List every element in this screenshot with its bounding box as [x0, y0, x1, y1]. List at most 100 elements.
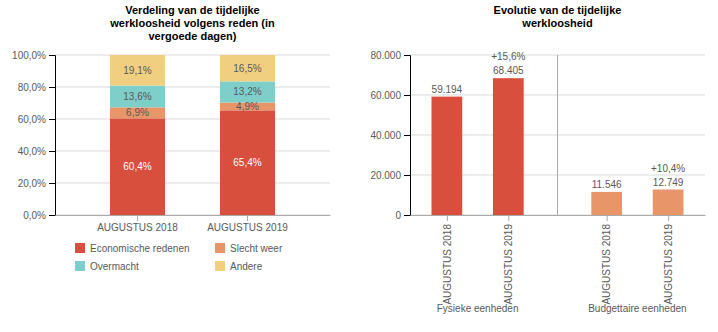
x-axis-line	[411, 215, 706, 216]
annotation: +15,6%	[491, 51, 525, 62]
y-axis-line	[404, 56, 411, 216]
grid	[410, 55, 705, 215]
y-tick: 100,0%	[12, 50, 55, 61]
y-tick-label: 0	[395, 210, 401, 221]
y-tick: 20.000	[370, 170, 410, 181]
data-label: 16,5%	[233, 63, 261, 74]
data-label: 19,1%	[123, 65, 151, 76]
x-tick-mark	[508, 215, 509, 221]
bar-segment	[110, 107, 165, 118]
bar-segment	[110, 55, 165, 86]
x-tick: AUGUSTUS 2018	[442, 215, 453, 305]
y-axis-line	[49, 56, 56, 216]
y-tick-label: 40,0%	[18, 146, 46, 157]
y-tick-mark	[404, 175, 410, 176]
data-label: 68.405	[493, 65, 524, 76]
x-tick-mark	[668, 215, 669, 221]
bar-segment	[110, 118, 165, 215]
y-axis: 0 20.000 40.000 60.000 80.000	[370, 50, 410, 221]
y-tick-mark	[404, 135, 410, 136]
chart-title: Verdeling van de tijdelijkewerkloosheid …	[109, 4, 275, 42]
legend-swatch	[75, 261, 85, 271]
data-label: 60,4%	[123, 161, 151, 172]
legend-swatch	[215, 243, 225, 253]
grid	[55, 55, 330, 215]
grid-line	[55, 119, 330, 120]
y-tick-mark	[49, 119, 55, 120]
y-tick-mark	[404, 215, 410, 216]
y-tick-mark	[404, 95, 410, 96]
legend-swatch	[215, 261, 225, 271]
bar	[493, 78, 524, 215]
data-label: 4,9%	[236, 101, 259, 112]
y-tick-label: 20.000	[370, 170, 401, 181]
chart-title: Evolutie van de tijdelijkewerkloosheid	[494, 4, 622, 29]
x-axis: AUGUSTUS 2018 AUGUSTUS 2019	[56, 215, 331, 233]
x-tick-mark	[137, 215, 138, 221]
data-label: 59.194	[432, 84, 463, 95]
y-tick: 80,0%	[18, 82, 55, 93]
legend-entry: Slecht weer	[230, 243, 283, 254]
bars	[110, 55, 275, 215]
legend-entry: Overmacht	[90, 261, 139, 272]
data-labels: 60,4% 65,4% 6,9% 4,9% 13,6% 13,2% 19,1% 16,5%	[123, 63, 261, 172]
data-label: 6,9%	[126, 107, 149, 118]
bar	[432, 97, 463, 215]
x-tick-label: AUGUSTUS 2018	[601, 224, 612, 305]
x-tick-label: AUGUSTUS 2019	[207, 222, 288, 233]
y-tick: 40,0%	[18, 146, 55, 157]
group-separator	[557, 55, 558, 215]
y-tick: 0	[395, 210, 410, 221]
x-tick-mark	[607, 215, 608, 221]
data-label: 13,2%	[233, 86, 261, 97]
chart-canvas: Verdeling van de tijdelijkewerkloosheid …	[0, 0, 718, 332]
legend-entry: Economische redenen	[90, 243, 190, 254]
bar	[653, 190, 684, 215]
y-tick-label: 60.000	[370, 90, 401, 101]
x-tick: AUGUSTUS 2019	[503, 215, 514, 305]
x-tick-mark	[447, 215, 448, 221]
y-tick-mark	[49, 151, 55, 152]
legend: Economische redenen Slecht weer Overmacht A…	[75, 243, 283, 272]
legend-swatch	[75, 243, 85, 253]
data-label: 13,6%	[123, 91, 151, 102]
legend-entry: Andere	[230, 261, 263, 272]
x-tick: AUGUSTUS 2019	[207, 215, 288, 233]
x-axis: AUGUSTUS 2018 AUGUSTUS 2019 AUGUSTUS 2018 A…	[411, 215, 706, 305]
data-label: 65,4%	[233, 157, 261, 168]
x-axis-line	[56, 215, 331, 216]
x-tick: AUGUSTUS 2018	[601, 215, 612, 305]
y-tick: 40.000	[370, 130, 410, 141]
grid-line	[55, 87, 330, 88]
bar-segment	[110, 86, 165, 108]
x-tick-label: AUGUSTUS 2019	[503, 224, 514, 305]
grid-line	[55, 183, 330, 184]
group-label: Fysieke eenheden	[437, 303, 519, 314]
data-labels: 59.19468.405+15,6%11.54612.749+10,4%	[432, 51, 686, 190]
y-tick-mark	[49, 87, 55, 88]
x-tick: AUGUSTUS 2018	[97, 215, 178, 233]
bar-segment	[220, 110, 275, 215]
group-label: Budgettaire eenheden	[588, 303, 686, 314]
x-tick: AUGUSTUS 2019	[663, 215, 674, 305]
x-tick-label: AUGUSTUS 2018	[97, 222, 178, 233]
bar	[591, 192, 622, 215]
x-tick-mark	[247, 215, 248, 221]
grid-line	[55, 55, 330, 56]
y-tick-mark	[49, 55, 55, 56]
y-tick: 60.000	[370, 90, 410, 101]
y-tick-label: 80.000	[370, 50, 401, 61]
grid-line	[55, 215, 330, 216]
data-label: 11.546	[592, 179, 622, 190]
y-tick: 60,0%	[18, 114, 55, 125]
y-tick-label: 40.000	[370, 130, 401, 141]
y-tick-label: 20,0%	[18, 178, 46, 189]
annotation: +10,4%	[651, 163, 685, 174]
group-labels: Fysieke eenheden Budgettaire eenheden	[437, 303, 687, 314]
y-tick: 20,0%	[18, 178, 55, 189]
bar-segment	[220, 81, 275, 102]
y-tick-label: 80,0%	[18, 82, 46, 93]
y-axis: 0,0%20,0%40,0%60,0%80,0%100,0%	[12, 50, 55, 221]
y-tick-label: 100,0%	[12, 50, 46, 61]
y-tick-mark	[404, 55, 410, 56]
